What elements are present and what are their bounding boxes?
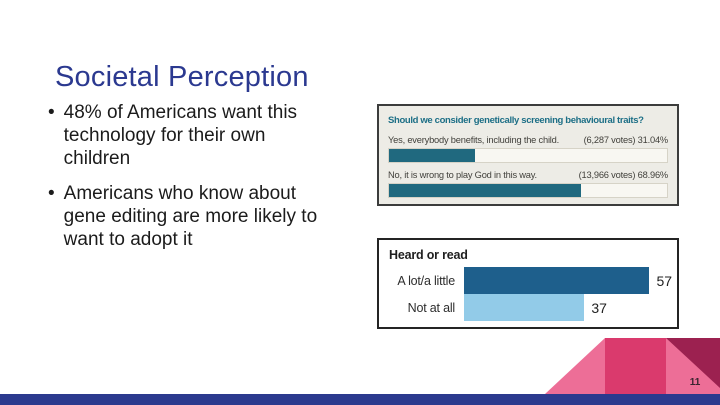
bullet-marker: • <box>48 102 55 123</box>
bar-fill <box>464 267 650 294</box>
footer-decoration <box>545 338 720 394</box>
poll-widget: Should we consider genetically screening… <box>377 104 679 206</box>
barchart-widget: Heard or read A lot/a little 57 Not at a… <box>377 238 679 329</box>
poll-option-votes: (6,287 votes) 31.04% <box>583 135 669 145</box>
page-number: 11 <box>689 377 701 388</box>
poll-option-label: No, it is wrong to play God in this way. <box>388 170 537 180</box>
decor-rect-dark-pink <box>605 338 666 394</box>
slide-title: Societal Perception <box>55 61 309 94</box>
poll-bar-track <box>388 148 668 163</box>
poll-bar-track <box>388 183 668 198</box>
bar-value-label: 57 <box>656 272 673 289</box>
bullet-marker: • <box>48 183 55 204</box>
bullet-item: • 48% of Americans want this technology … <box>48 101 368 170</box>
bar-value-label: 37 <box>591 299 607 316</box>
poll-option-label: Yes, everybody benefits, including the c… <box>388 135 560 145</box>
bar-area: 57 <box>464 267 673 294</box>
bullet-list: • 48% of Americans want this technology … <box>48 101 368 263</box>
bar-category-label: Not at all <box>407 300 456 315</box>
bar-fill <box>464 294 585 321</box>
barchart-title: Heard or read <box>389 248 468 262</box>
bar-row: Not at all 37 <box>389 294 669 321</box>
footer-bar <box>0 394 720 405</box>
bullet-text: Americans who know about gene editing ar… <box>63 183 318 250</box>
poll-bar-fill <box>389 149 476 162</box>
poll-option-votes: (13,966 votes) 68.96% <box>578 170 669 180</box>
bar-area: 37 <box>464 294 669 321</box>
decor-triangle-light-pink <box>545 338 605 394</box>
bullet-item: • Americans who know about gene editing … <box>48 182 368 251</box>
bar-row: A lot/a little 57 <box>389 267 673 294</box>
decor-triangle-maroon <box>666 338 720 388</box>
bullet-text: 48% of Americans want this technology fo… <box>63 102 298 169</box>
poll-question: Should we consider genetically screening… <box>388 115 644 126</box>
poll-option-row: Yes, everybody benefits, including the c… <box>388 135 668 163</box>
bar-category-label: A lot/a little <box>397 273 455 288</box>
poll-option-row: No, it is wrong to play God in this way.… <box>388 170 668 198</box>
poll-bar-fill <box>389 184 581 197</box>
